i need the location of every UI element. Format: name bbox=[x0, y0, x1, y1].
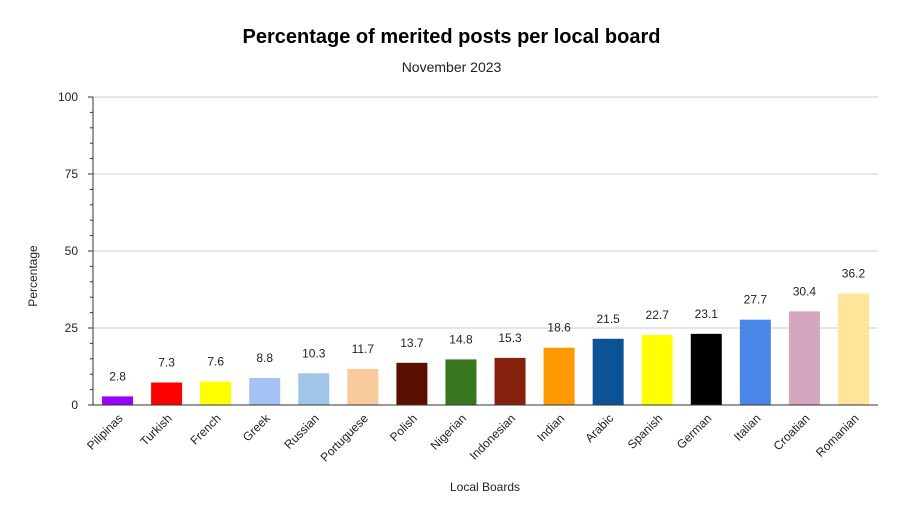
bar-german bbox=[690, 333, 722, 405]
bar-croatian bbox=[788, 311, 820, 405]
x-tick-label: Turkish bbox=[137, 411, 174, 448]
y-tick-label: 25 bbox=[65, 321, 79, 335]
data-label: 11.7 bbox=[352, 342, 375, 356]
bar-romanian bbox=[837, 293, 869, 405]
x-tick-label: Pilipinas bbox=[84, 411, 126, 453]
chart-subtitle: November 2023 bbox=[401, 59, 502, 75]
x-tick-label: German bbox=[674, 411, 715, 452]
bar-spanish bbox=[641, 335, 673, 405]
data-label: 13.7 bbox=[400, 336, 424, 350]
data-label: 10.3 bbox=[302, 346, 326, 360]
data-label: 8.8 bbox=[256, 351, 273, 365]
data-label: 15.3 bbox=[498, 331, 522, 345]
x-tick-label: Polish bbox=[387, 411, 420, 444]
data-label: 30.4 bbox=[793, 284, 817, 298]
x-tick-label: Nigerian bbox=[428, 411, 470, 453]
bar-turkish bbox=[151, 382, 183, 405]
y-tick-label: 0 bbox=[71, 398, 78, 412]
bar-greek bbox=[249, 377, 281, 405]
y-tick-label: 100 bbox=[58, 90, 78, 104]
bar-french bbox=[200, 381, 232, 405]
x-tick-label: Spanish bbox=[625, 411, 666, 452]
data-label: 7.3 bbox=[158, 356, 175, 370]
x-tick-label: Portuguese bbox=[318, 411, 372, 465]
chart-title: Percentage of merited posts per local bo… bbox=[242, 26, 661, 48]
x-tick-label: Greek bbox=[240, 411, 274, 445]
bar-italian bbox=[739, 319, 771, 405]
bar-polish bbox=[396, 362, 428, 405]
bar-arabic bbox=[592, 338, 624, 405]
data-label: 27.7 bbox=[744, 293, 768, 307]
bar-nigerian bbox=[445, 359, 477, 405]
data-label: 22.7 bbox=[646, 308, 670, 322]
y-tick-label: 75 bbox=[65, 167, 79, 181]
x-tick-label: Russian bbox=[281, 411, 322, 452]
bars bbox=[102, 293, 869, 405]
x-tick-label: French bbox=[187, 411, 223, 447]
y-tick-labels: 0 25 50 75 100 bbox=[58, 90, 93, 412]
data-label: 36.2 bbox=[842, 267, 866, 281]
data-label: 21.5 bbox=[596, 312, 620, 326]
bar-indian bbox=[543, 347, 575, 405]
x-axis-title: Local Boards bbox=[450, 480, 520, 494]
bar-portuguese bbox=[347, 368, 379, 405]
bar-pilipinas bbox=[102, 396, 134, 405]
data-label: 23.1 bbox=[695, 307, 719, 321]
x-tick-label: Arabic bbox=[582, 411, 616, 445]
data-label: 7.6 bbox=[207, 355, 224, 369]
y-axis-title: Percentage bbox=[26, 245, 40, 307]
data-label: 14.8 bbox=[449, 332, 473, 346]
x-tick-labels: Pilipinas Turkish French Greek RussianPortug… bbox=[84, 411, 861, 465]
bar-russian bbox=[298, 373, 330, 405]
x-tick-label: Romanian bbox=[813, 411, 862, 460]
x-tick-label: Croatian bbox=[771, 411, 813, 453]
data-labels: 2.8 7.3 7.6 8.8 10.3 11.7 13.7 14.8 15.3 18.6 21.5… bbox=[109, 267, 865, 384]
data-label: 2.8 bbox=[109, 369, 126, 383]
x-tick-label: Italian bbox=[731, 411, 764, 444]
x-tick-label: Indian bbox=[534, 411, 567, 444]
bar-indonesian bbox=[494, 357, 526, 405]
x-tick-label: Indonesian bbox=[467, 411, 518, 462]
data-label: 18.6 bbox=[547, 321, 571, 335]
y-tick-label: 50 bbox=[65, 244, 79, 258]
